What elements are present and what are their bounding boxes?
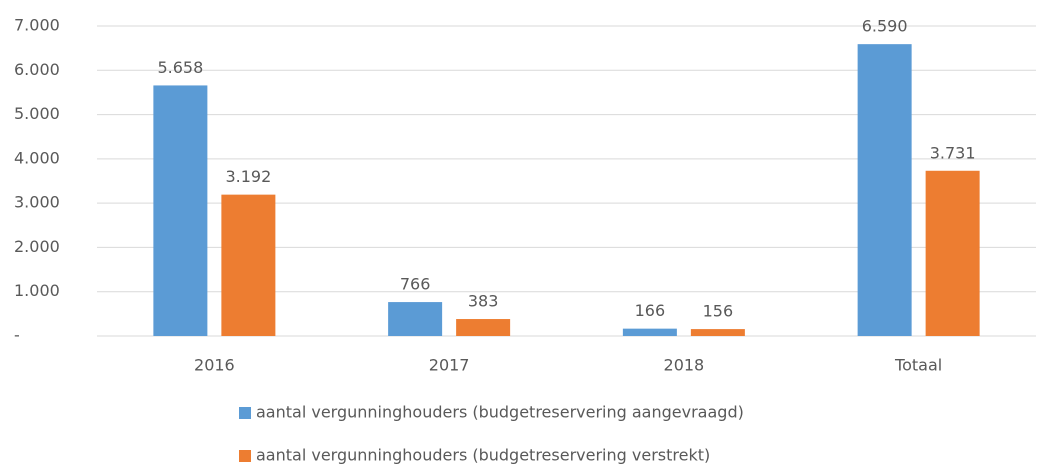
bar [388,302,443,336]
data-label: 3.192 [225,167,271,186]
bar [153,85,208,336]
legend-swatch [239,450,251,462]
data-label: 166 [635,301,666,320]
data-label: 766 [400,275,431,294]
y-tick-label: 2.000 [14,237,60,256]
x-tick-label: 2017 [429,356,470,375]
y-tick-label: 4.000 [14,148,60,167]
bar [925,170,980,336]
y-tick-label: 1.000 [14,281,60,300]
data-label: 156 [703,302,734,321]
bar [456,319,511,336]
data-label: 6.590 [862,17,908,36]
bar [622,328,677,336]
data-label: 383 [468,292,499,311]
legend-label: aantal vergunninghouders (budgetreserver… [256,446,710,465]
y-tick-label: 7.000 [14,16,60,35]
bar [221,194,276,336]
data-label: 5.658 [157,58,203,77]
data-label: 3.731 [930,143,976,162]
y-tick-label: 6.000 [14,60,60,79]
y-tick-label: - [14,326,20,345]
y-tick-label: 3.000 [14,193,60,212]
y-tick-label: 5.000 [14,104,60,123]
bar [690,329,745,336]
x-tick-label: 2018 [664,356,705,375]
x-tick-label: Totaal [894,356,942,375]
bar [857,44,912,337]
legend-swatch [239,407,251,419]
x-tick-label: 2016 [194,356,235,375]
legend-label: aantal vergunninghouders (budgetreserver… [256,403,744,422]
